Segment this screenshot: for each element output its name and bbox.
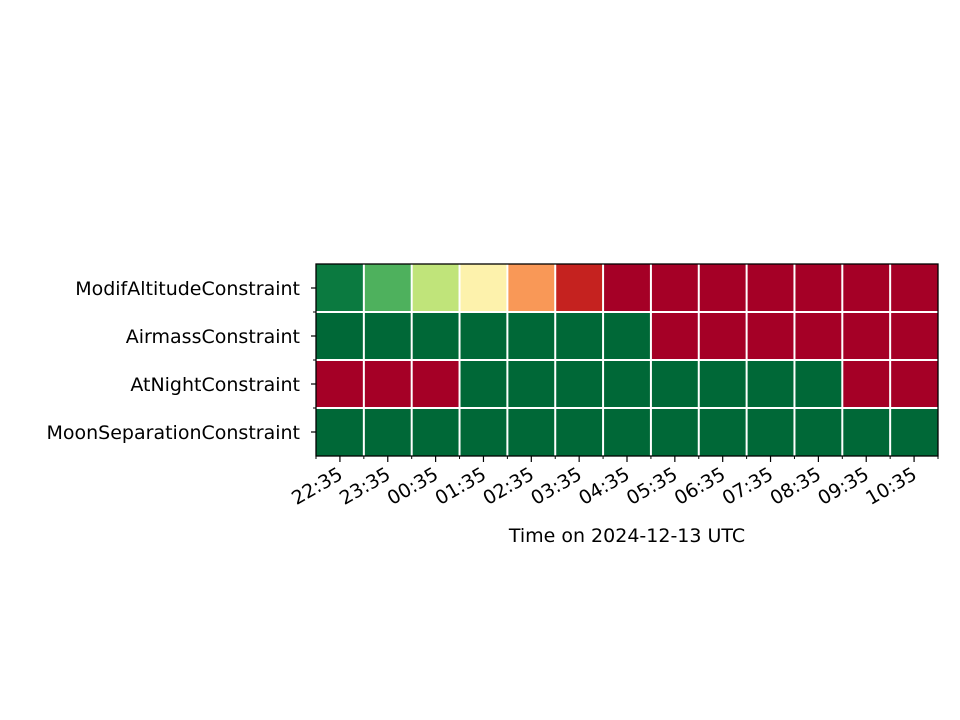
heatmap-cell-r0-c1 bbox=[363, 264, 413, 313]
heatmap-cell-r1-c12 bbox=[890, 312, 939, 361]
heatmap-cell-r0-c10 bbox=[794, 264, 843, 313]
heatmap-cell-r2-c7 bbox=[650, 360, 700, 409]
heatmap-cell-r2-c2 bbox=[411, 360, 461, 409]
x-tick-label: 03:35 bbox=[527, 463, 585, 509]
heatmap-cell-r1-c6 bbox=[603, 312, 652, 361]
heatmap-cell-r2-c6 bbox=[603, 360, 652, 409]
heatmap-cell-r1-c11 bbox=[842, 312, 891, 361]
heatmap-cell-r3-c3 bbox=[459, 408, 508, 457]
heatmap-cell-r3-c7 bbox=[650, 408, 700, 457]
x-tick-label: 00:35 bbox=[384, 463, 442, 509]
heatmap-cell-r2-c12 bbox=[890, 360, 939, 409]
heatmap-cell-r3-c8 bbox=[698, 408, 748, 457]
x-tick-label: 23:35 bbox=[336, 463, 394, 509]
heatmap-cell-r1-c10 bbox=[794, 312, 843, 361]
y-tick-label: AtNightConstraint bbox=[130, 374, 300, 396]
heatmap-cell-r1-c3 bbox=[459, 312, 508, 361]
heatmap-cell-r0-c8 bbox=[698, 264, 748, 313]
x-axis-title: Time on 2024-12-13 UTC bbox=[508, 525, 745, 547]
x-tick-label: 04:35 bbox=[575, 463, 633, 509]
heatmap-cell-r2-c1 bbox=[363, 360, 413, 409]
x-tick-label: 05:35 bbox=[623, 463, 681, 509]
heatmap-cell-r0-c12 bbox=[890, 264, 939, 313]
heatmap-cell-r3-c1 bbox=[363, 408, 413, 457]
heatmap-cell-r2-c4 bbox=[507, 360, 556, 409]
heatmap-cell-r2-c10 bbox=[794, 360, 843, 409]
y-axis: ModifAltitudeConstraint AirmassConstraint… bbox=[47, 278, 316, 444]
heatmap-cell-r3-c11 bbox=[842, 408, 891, 457]
y-tick-label: ModifAltitudeConstraint bbox=[75, 278, 300, 300]
x-tick-label: 06:35 bbox=[671, 463, 729, 509]
heatmap-cell-r3-c10 bbox=[794, 408, 843, 457]
heatmap-cell-r1-c8 bbox=[698, 312, 748, 361]
heatmap-cell-r1-c7 bbox=[650, 312, 700, 361]
heatmap-cell-r3-c5 bbox=[555, 408, 604, 457]
heatmap-cell-r3-c4 bbox=[507, 408, 556, 457]
heatmap-cell-r3-c9 bbox=[746, 408, 795, 457]
y-tick-label: AirmassConstraint bbox=[126, 326, 300, 348]
heatmap-cell-r0-c11 bbox=[842, 264, 891, 313]
heatmap-cell-r1-c9 bbox=[746, 312, 795, 361]
heatmap-cell-r0-c5 bbox=[555, 264, 604, 313]
x-tick-label: 08:35 bbox=[766, 463, 824, 509]
x-tick-label: 22:35 bbox=[288, 463, 346, 509]
heatmap-cell-r2-c11 bbox=[842, 360, 891, 409]
heatmap-cell-r0-c4 bbox=[507, 264, 556, 313]
heatmap-cell-r0-c3 bbox=[459, 264, 508, 313]
y-tick-label: MoonSeparationConstraint bbox=[47, 422, 301, 444]
heatmap-cell-r3-c2 bbox=[411, 408, 461, 457]
x-tick-label: 02:35 bbox=[479, 463, 537, 509]
x-tick-label: 07:35 bbox=[719, 463, 777, 509]
heatmap-cells bbox=[316, 264, 939, 457]
heatmap-cell-r1-c4 bbox=[507, 312, 556, 361]
heatmap-cell-r0-c7 bbox=[650, 264, 700, 313]
heatmap-cell-r2-c5 bbox=[555, 360, 604, 409]
heatmap-cell-r1-c2 bbox=[411, 312, 461, 361]
x-tick-label: 01:35 bbox=[432, 463, 490, 509]
heatmap-cell-r0-c2 bbox=[411, 264, 461, 313]
heatmap-cell-r0-c6 bbox=[603, 264, 652, 313]
x-tick-label: 10:35 bbox=[862, 463, 920, 509]
heatmap-cell-r3-c0 bbox=[316, 408, 365, 457]
heatmap-cell-r1-c1 bbox=[363, 312, 413, 361]
heatmap-cell-r3-c6 bbox=[603, 408, 652, 457]
heatmap-cell-r2-c9 bbox=[746, 360, 795, 409]
heatmap-cell-r0-c0 bbox=[316, 264, 365, 313]
heatmap-cell-r2-c8 bbox=[698, 360, 748, 409]
heatmap-cell-r2-c3 bbox=[459, 360, 508, 409]
heatmap-cell-r3-c12 bbox=[890, 408, 939, 457]
heatmap-cell-r1-c5 bbox=[555, 312, 604, 361]
heatmap-cell-r2-c0 bbox=[316, 360, 365, 409]
x-axis: 22:3523:3500:3501:3502:3503:3504:3505:35… bbox=[288, 456, 939, 510]
heatmap-cell-r1-c0 bbox=[316, 312, 365, 361]
heatmap-cell-r0-c9 bbox=[746, 264, 795, 313]
x-tick-label: 09:35 bbox=[814, 463, 872, 509]
heatmap-gridlines bbox=[316, 264, 938, 456]
